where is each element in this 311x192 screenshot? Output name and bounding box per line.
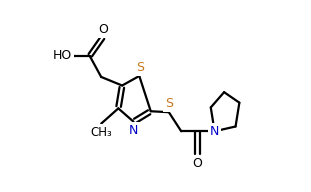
Text: N: N xyxy=(129,124,138,137)
Text: O: O xyxy=(98,23,108,36)
Text: CH₃: CH₃ xyxy=(90,126,112,139)
Text: HO: HO xyxy=(52,50,72,62)
Text: N: N xyxy=(210,125,219,138)
Text: S: S xyxy=(136,61,144,74)
Text: O: O xyxy=(193,157,202,170)
Text: S: S xyxy=(165,97,173,110)
